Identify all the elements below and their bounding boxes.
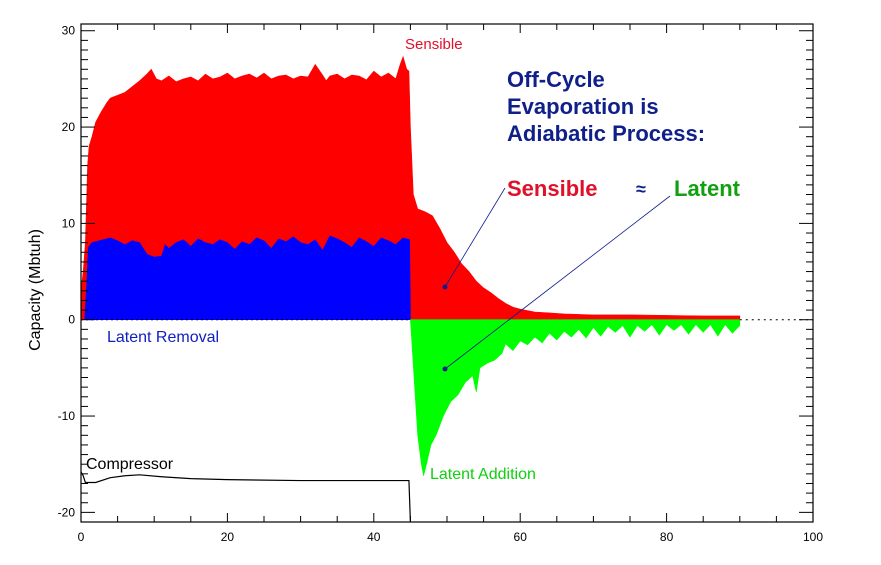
sensible-pointer-line [444,187,506,288]
y-axis-label: Capacity (Mbtuh) [27,229,44,351]
latent-addition-area [410,319,741,476]
sensible-pointer-dot [442,284,448,290]
headline-line-1: Off-Cycle [507,67,605,92]
x-tick-label: 0 [78,530,85,544]
y-tick-label: 0 [68,313,75,327]
latent-removal-area [84,235,411,321]
x-tick-label: 20 [221,530,235,544]
compressor-label: Compressor [86,456,174,473]
series-layer [80,55,741,523]
y-tick-label: 20 [62,120,76,134]
headline-line-3: Adiabatic Process: [507,121,705,146]
sensible-label: Sensible [405,36,463,53]
latent-addition-label: Latent Addition [430,466,536,483]
x-tick-label: 80 [660,530,674,544]
compressor-line [80,471,411,523]
y-tick-label: 30 [62,24,76,38]
compare-latent: Latent [674,176,741,201]
y-tick-label: -10 [58,409,76,423]
axes-layer: 0 20 40 60 80 100 -20 -10 0 10 20 30 [58,23,823,544]
latent-removal-label: Latent Removal [107,329,219,346]
y-tick-label: -20 [58,505,76,519]
compare-sensible: Sensible [507,176,597,201]
x-tick-label: 60 [514,530,528,544]
y-tick-label: 10 [62,216,76,230]
compare-symbol: ≈ [636,179,646,199]
x-tick-label: 100 [803,530,823,544]
latent-pointer-line [444,195,671,370]
headline-line-2: Evaporation is [507,94,659,119]
x-tick-label: 40 [367,530,381,544]
latent-pointer-dot [442,366,448,372]
